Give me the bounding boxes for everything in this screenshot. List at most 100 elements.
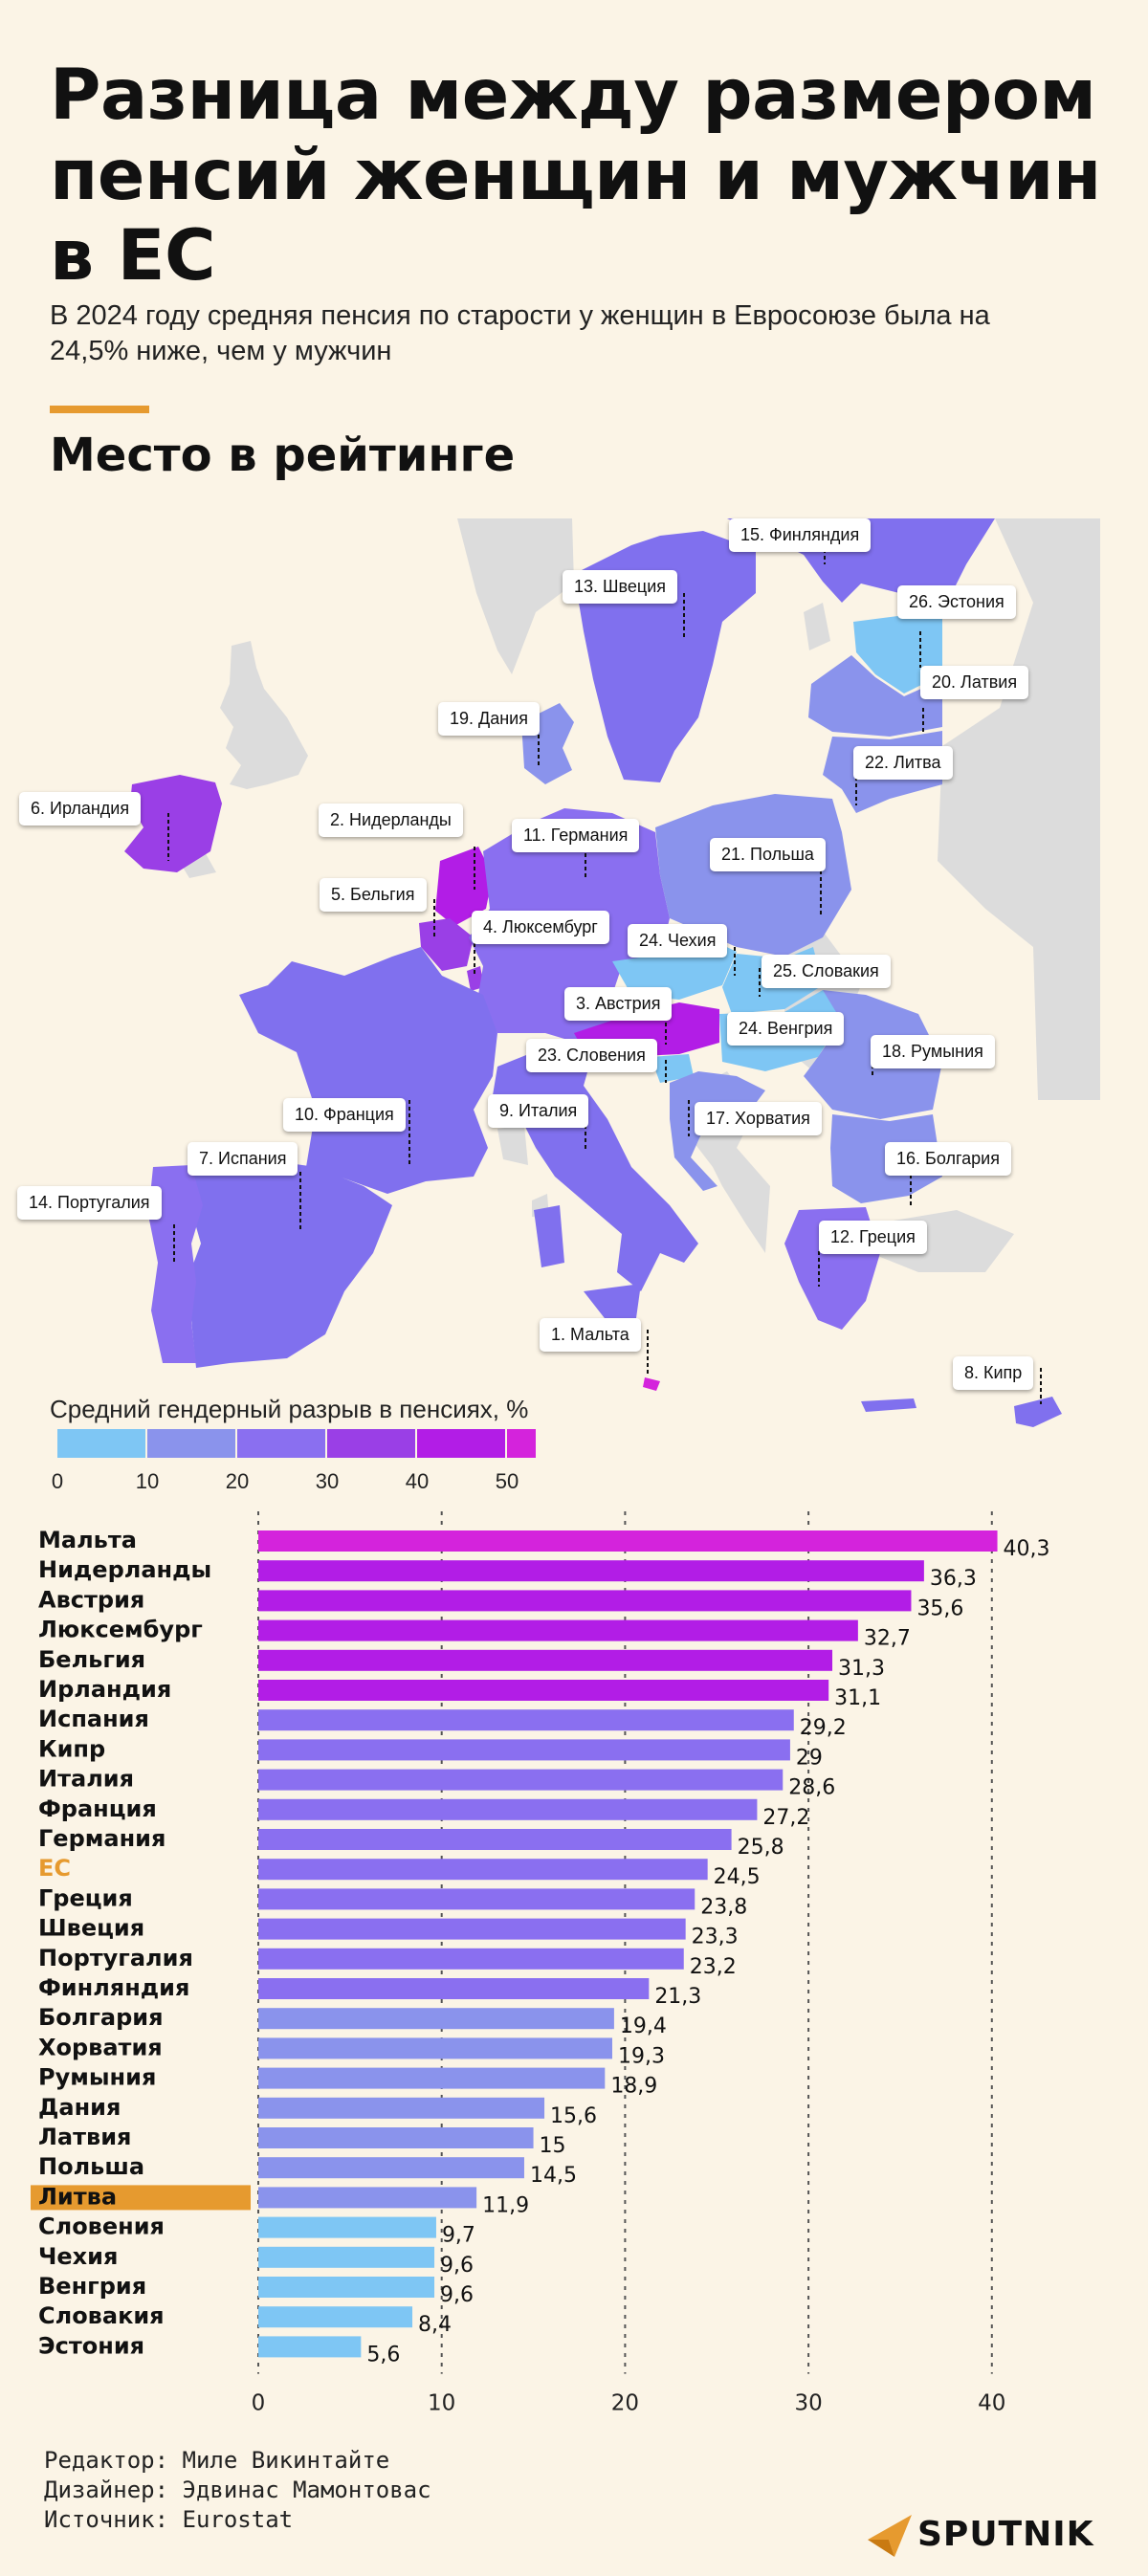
bar (258, 2336, 362, 2358)
bar-value-label: 29 (796, 1746, 823, 1770)
legend-tick: 0 (52, 1469, 63, 1493)
legend-swatch (327, 1429, 415, 1458)
bar-value-label: 19,3 (618, 2044, 665, 2068)
map-label: 9. Италия (488, 1094, 589, 1128)
map-label: 8. Кипр (953, 1356, 1034, 1390)
credits-source: Источник: Eurostat (44, 2506, 294, 2533)
bar-value-label: 11,9 (482, 2193, 529, 2217)
bar (258, 1530, 998, 1552)
sputnik-logo-icon (868, 2515, 912, 2557)
x-tick-label: 30 (794, 2391, 822, 2416)
map-label: 21. Польша (710, 838, 826, 871)
bar-value-label: 31,3 (838, 1657, 885, 1681)
country-ireland (124, 775, 222, 872)
country-malta (643, 1377, 660, 1391)
country-spain (187, 1157, 392, 1368)
bar (258, 1769, 784, 1791)
bar-value-label: 15 (540, 2134, 566, 2158)
map-label: 25. Словакия (762, 955, 891, 988)
europe-map (124, 518, 1100, 1427)
legend-tick: 30 (316, 1469, 339, 1493)
bar-value-label: 9,6 (440, 2283, 474, 2307)
category-label: Польша (38, 2153, 144, 2180)
color-scale: 0 10 20 30 40 50 (52, 1429, 536, 1493)
category-label: Дания (38, 2094, 121, 2121)
legend-tick: 40 (406, 1469, 429, 1493)
section-title: Место в рейтинге (50, 429, 516, 482)
bar (258, 2097, 545, 2119)
sputnik-logo-text: SPUTNIK (917, 2515, 1094, 2554)
bar-value-label: 28,6 (788, 1776, 835, 1800)
category-label: Эстония (38, 2332, 144, 2359)
category-label: Хорватия (38, 2034, 163, 2060)
category-label: Ирландия (38, 1676, 171, 1703)
credits: Редактор: Миле Викинтайте Дизайнер: Эдви… (44, 2446, 431, 2535)
country-italy (493, 1047, 698, 1291)
map-label: 3. Австрия (564, 987, 673, 1021)
category-label: Чехия (38, 2243, 118, 2270)
bar-value-label: 25,8 (738, 1836, 784, 1860)
bar (258, 2277, 435, 2298)
country-cyprus (1014, 1397, 1062, 1427)
bar (258, 2037, 612, 2059)
legend-title: Средний гендерный разрыв в пенсиях, % (50, 1395, 529, 1423)
bar-value-label: 23,3 (692, 1926, 739, 1949)
category-label: Финляндия (38, 1974, 189, 2001)
legend-swatch (507, 1429, 536, 1458)
bar-chart: 0 10 20 30 40 Мальта 40,3 Нидерланды 36,3 Австрия… (31, 1511, 1050, 2416)
category-label: Словения (38, 2213, 165, 2240)
map-label: 2. Нидерланды (319, 804, 463, 837)
bar (258, 1948, 684, 1970)
bar-value-label: 8,4 (418, 2313, 452, 2337)
map-pointers (167, 536, 1042, 1404)
bar (258, 1590, 912, 1612)
legend-tick: 10 (136, 1469, 159, 1493)
map-label: 1. Мальта (540, 1318, 641, 1352)
bar (258, 2306, 413, 2328)
category-label: Румыния (38, 2064, 156, 2091)
bar-value-label: 18,9 (610, 2075, 657, 2099)
page-title: Разница между размером пенсий женщин и м… (50, 55, 1101, 297)
bar-value-label: 27,2 (762, 1806, 809, 1830)
map-label: 5. Бельгия (320, 878, 427, 912)
bar-value-label: 36,3 (930, 1567, 977, 1591)
bar-value-label: 31,1 (834, 1686, 881, 1710)
country-greece-crete (861, 1398, 916, 1412)
category-label: ЕС (38, 1855, 71, 1882)
bar (258, 2008, 614, 2030)
category-label: Мальта (38, 1527, 137, 1553)
bar (258, 2187, 477, 2209)
map-label: 6. Ирландия (19, 792, 142, 826)
x-tick-label: 0 (252, 2391, 266, 2416)
sputnik-logo[interactable]: SPUTNIK (866, 2511, 1115, 2559)
bar (258, 1829, 732, 1850)
bar-value-label: 32,7 (864, 1627, 911, 1651)
bar-value-label: 29,2 (800, 1716, 847, 1740)
bar (258, 1709, 794, 1731)
category-label: Болгария (38, 2004, 164, 2031)
country-italy-sicily (584, 1284, 641, 1322)
category-label: Португалия (38, 1945, 193, 1971)
bar-value-label: 35,6 (916, 1596, 963, 1620)
legend-tick: 50 (496, 1469, 519, 1493)
map-label: 17. Хорватия (695, 1102, 822, 1135)
bar (258, 1739, 790, 1761)
x-tick-label: 10 (428, 2391, 455, 2416)
map-label: 14. Португалия (17, 1186, 162, 1220)
map-label: 10. Франция (283, 1098, 406, 1132)
country-luxembourg (467, 966, 484, 991)
bar-value-label: 9,7 (442, 2224, 475, 2248)
credits-editor: Редактор: Миле Викинтайте (44, 2447, 390, 2474)
map-label: 15. Финляндия (729, 518, 872, 552)
category-label: Венгрия (38, 2273, 146, 2300)
bar-value-label: 40,3 (1004, 1537, 1050, 1561)
bar-value-label: 23,8 (700, 1895, 747, 1919)
category-label: Франция (38, 1795, 157, 1822)
bar (258, 2246, 435, 2268)
category-label: Греция (38, 1884, 133, 1911)
map-label: 22. Литва (853, 746, 953, 780)
highlight-band (31, 2185, 251, 2211)
country-portugal (148, 1165, 203, 1363)
legend-swatch (237, 1429, 325, 1458)
category-label: Бельгия (38, 1646, 145, 1673)
